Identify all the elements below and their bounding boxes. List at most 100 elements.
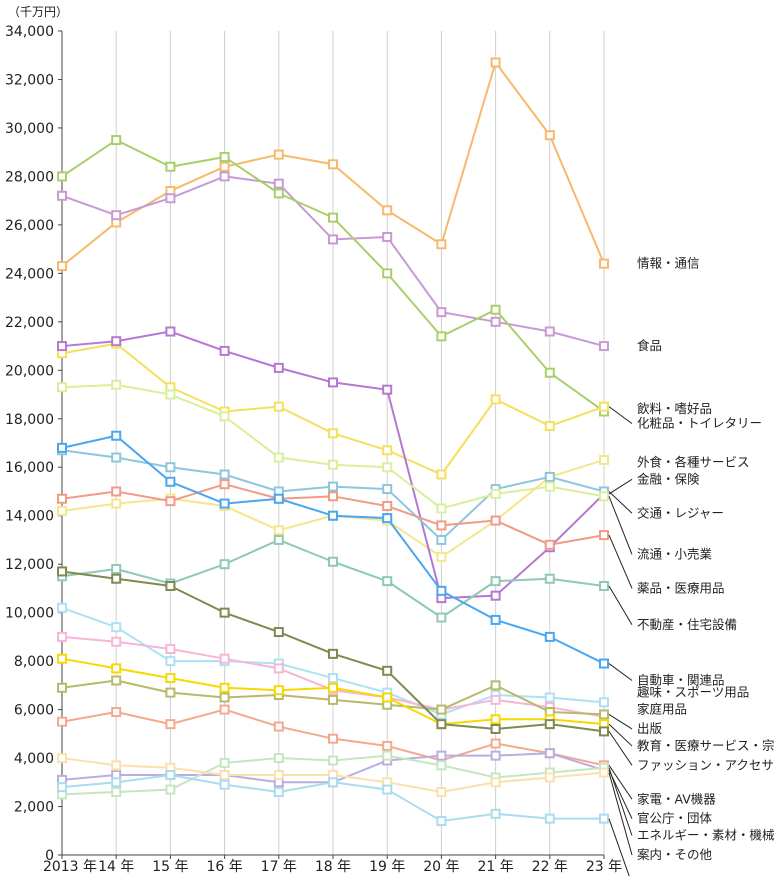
y-tick-label: 16,000 <box>5 460 54 476</box>
x-tick-label: 20 年 <box>423 859 459 875</box>
series-label: 自動車・関連品 <box>637 673 725 688</box>
y-tick-label: 32,000 <box>5 72 54 88</box>
x-tick-label: 16 年 <box>206 859 242 875</box>
data-point <box>165 770 176 781</box>
grid <box>115 31 605 855</box>
data-point <box>165 389 176 400</box>
data-point <box>490 750 501 761</box>
label-leader <box>608 663 633 681</box>
data-point <box>273 188 284 199</box>
data-point <box>599 697 609 708</box>
data-point <box>436 719 447 730</box>
data-point <box>436 786 447 797</box>
series-化粧品・トイレタリー <box>57 338 609 480</box>
data-point <box>219 607 230 618</box>
data-point <box>165 719 176 730</box>
data-point <box>490 694 501 705</box>
data-point <box>436 551 447 562</box>
data-point <box>490 576 501 587</box>
label-leader <box>608 714 633 730</box>
data-point <box>328 377 338 388</box>
series-label: 化粧品・トイレタリー <box>637 416 762 431</box>
series-情報・通信 <box>57 57 609 272</box>
data-point <box>599 658 609 669</box>
data-point <box>544 573 555 584</box>
data-point <box>57 505 67 516</box>
data-point <box>165 476 176 487</box>
y-tick-label: 24,000 <box>5 266 54 282</box>
data-point <box>57 261 67 272</box>
data-point <box>57 493 67 504</box>
data-point <box>328 234 338 245</box>
data-point <box>219 469 230 480</box>
y-tick-label: 34,000 <box>5 24 54 40</box>
data-point <box>165 193 176 204</box>
data-point <box>382 384 393 395</box>
data-point <box>219 692 230 703</box>
data-point <box>328 777 338 788</box>
data-point <box>328 755 338 766</box>
data-point <box>544 772 555 783</box>
y-tick-label: 18,000 <box>5 412 54 428</box>
data-point <box>273 627 284 638</box>
data-point <box>57 753 67 764</box>
y-tick-label: 30,000 <box>5 121 54 137</box>
data-point <box>490 777 501 788</box>
data-point <box>219 757 230 768</box>
x-tick-label: 23 年 <box>586 859 622 875</box>
data-point <box>273 178 284 189</box>
data-point <box>544 481 555 492</box>
data-point <box>599 258 609 269</box>
label-leader <box>608 534 633 589</box>
series-label: 不動産・住宅設備 <box>637 617 737 632</box>
y-tick-label: 2,000 <box>14 800 54 816</box>
data-point <box>436 612 447 623</box>
data-point <box>382 784 393 795</box>
label-leader <box>608 585 633 626</box>
series-label: 趣味・スポーツ用品 <box>637 685 749 700</box>
data-point <box>328 459 338 470</box>
data-point <box>111 707 122 718</box>
data-point <box>57 171 67 182</box>
label-leader <box>608 496 633 555</box>
y-tick-label: 14,000 <box>5 509 54 525</box>
series-精密機器・事務用品 <box>57 770 609 827</box>
data-point <box>111 452 122 463</box>
series-label: 交通・レジャー <box>637 505 724 520</box>
data-point <box>436 585 447 596</box>
series-label: ファッション・アクセサリー <box>637 757 774 772</box>
y-tick-label: 6,000 <box>14 703 54 719</box>
data-point <box>219 498 230 509</box>
label-leader <box>608 731 633 766</box>
data-point <box>599 580 609 591</box>
data-point <box>544 813 555 824</box>
data-point <box>328 556 338 567</box>
x-tick-label: 2013 年 <box>43 859 97 875</box>
series-label: 情報・通信 <box>637 256 700 271</box>
label-leader <box>608 767 633 836</box>
series-label: 官公庁・団体 <box>637 811 713 826</box>
label-leader <box>608 491 633 514</box>
series-label: 流通・小売業 <box>637 546 713 561</box>
data-point <box>111 135 122 146</box>
data-point <box>273 770 284 781</box>
data-point <box>328 159 338 170</box>
data-point <box>382 232 393 242</box>
series-label: 家庭用品 <box>637 702 687 717</box>
y-tick-label: 28,000 <box>5 169 54 185</box>
series-label: エネルギー・素材・機械 <box>637 828 774 843</box>
data-point <box>219 161 230 172</box>
data-point <box>436 469 447 480</box>
x-tick-label: 22 年 <box>532 859 568 875</box>
data-point <box>490 57 501 68</box>
data-point <box>599 341 609 352</box>
data-point <box>219 653 230 664</box>
data-point <box>273 786 284 797</box>
data-point <box>273 452 284 463</box>
data-point <box>57 190 67 201</box>
data-point <box>165 644 176 654</box>
data-point <box>436 331 447 342</box>
data-point <box>544 539 555 550</box>
data-point <box>382 268 393 279</box>
